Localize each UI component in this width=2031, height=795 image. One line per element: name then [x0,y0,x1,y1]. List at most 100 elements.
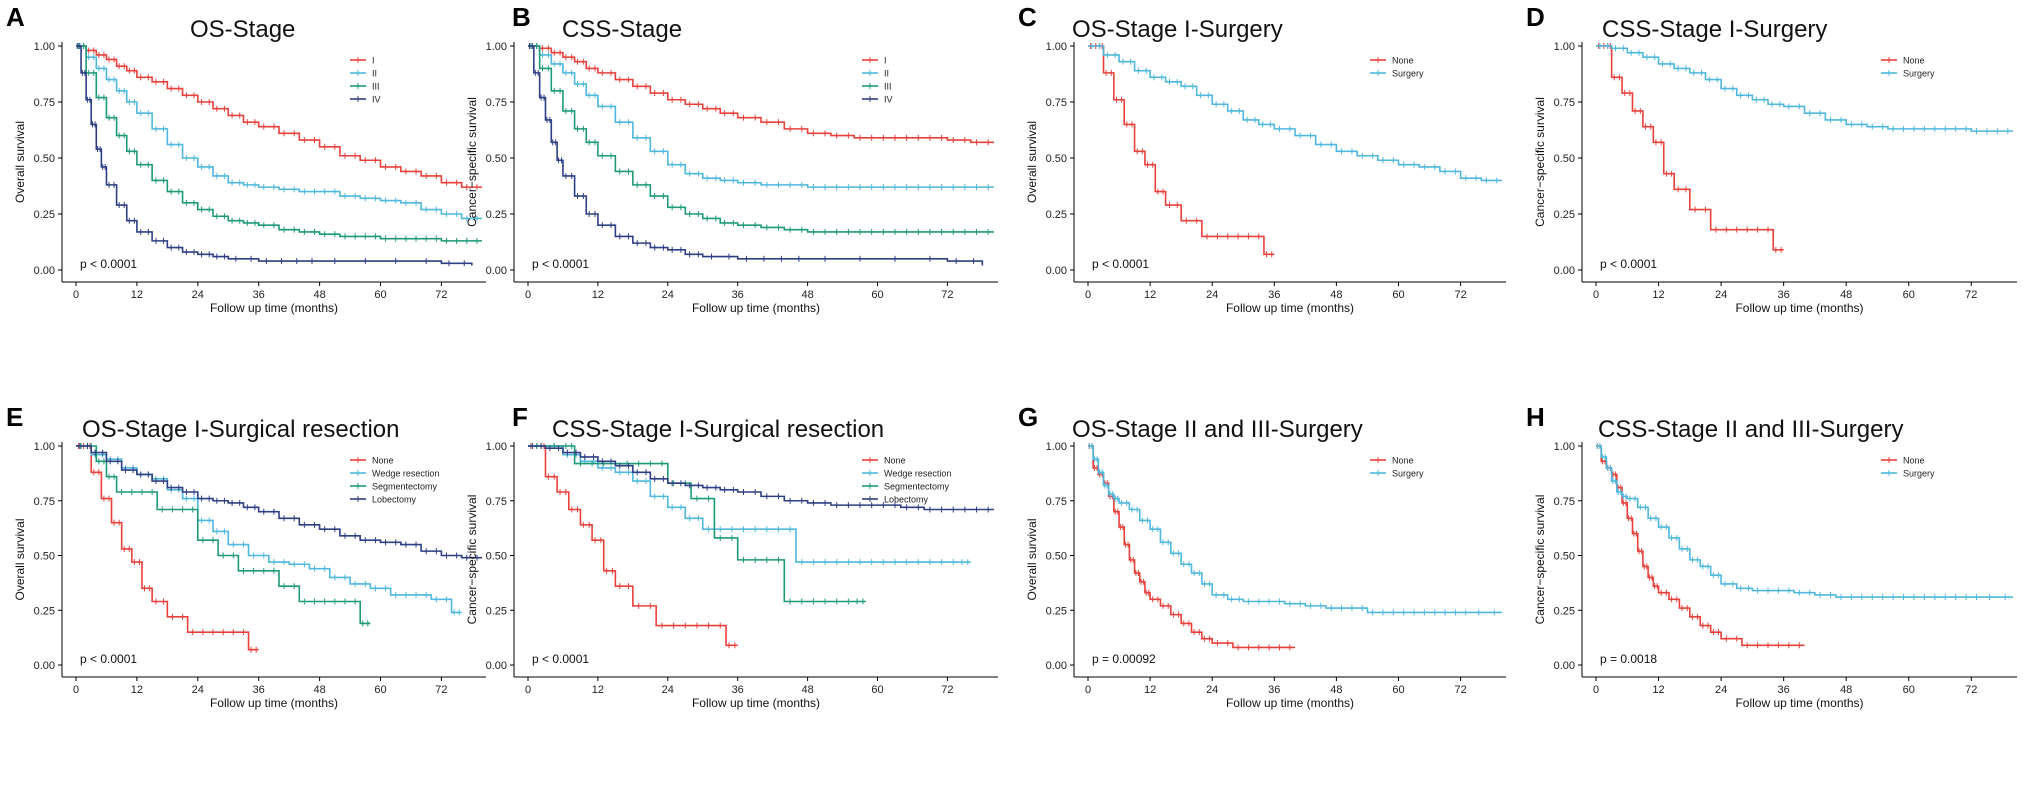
legend-label: Lobectomy [884,495,929,505]
p-value-label: p < 0.0001 [80,257,137,271]
x-tick-label: 24 [1206,289,1218,301]
chart-title: OS-Stage II and III-Surgery [1072,416,1363,443]
x-tick-label: 60 [871,289,883,301]
y-tick-label: 0.50 [1554,551,1575,563]
x-tick-label: 36 [732,289,744,301]
x-tick-label: 48 [801,684,813,696]
p-value-label: p = 0.0018 [1600,652,1657,666]
x-tick-label: 24 [1206,684,1218,696]
plot-svg: 0.00 0.25 0.50 0.75 1.00 0 12 24 36 48 60 72 Follow … [13,41,486,315]
y-axis-label: Overall survival [1025,121,1039,203]
km-curve-surgery [1088,445,1502,614]
p-value-label: p < 0.0001 [1600,257,1657,271]
km-curve-iii [76,45,482,242]
y-tick-label: 0.25 [1046,209,1067,221]
x-tick-label: 12 [1652,289,1664,301]
y-tick-label: 0.25 [34,209,55,221]
x-tick-label: 36 [1268,289,1280,301]
x-tick-label: 60 [374,684,386,696]
plot-svg: 0.00 0.25 0.50 0.75 1.00 0 12 24 36 48 60 72 Follow … [1025,441,1506,710]
y-tick-label: 0.50 [1046,153,1067,165]
y-axis-label: Overall survival [13,518,27,600]
x-tick-label: 0 [1085,684,1091,696]
x-axis-label: Follow up time (months) [1226,696,1354,710]
km-curve-iv [76,45,473,266]
legend-label: Lobectomy [372,495,417,505]
y-tick-label: 1.00 [1046,441,1067,453]
panel-letter: D [1526,2,1545,32]
x-tick-label: 72 [1454,289,1466,301]
y-tick-label: 0.00 [486,660,507,672]
x-tick-label: 0 [1085,289,1091,301]
plot-svg: 0.00 0.25 0.50 0.75 1.00 0 12 24 36 48 60 72 Follow … [1533,41,2017,315]
y-axis-label: Overall survival [13,121,27,203]
plot-svg: 0.00 0.25 0.50 0.75 1.00 0 12 24 36 48 60 72 Follow … [465,441,998,710]
plot-svg: 0.00 0.25 0.50 0.75 1.00 0 12 24 36 48 60 72 Follow … [465,41,998,315]
x-tick-label: 60 [1392,289,1404,301]
panel-letter: C [1018,2,1037,32]
x-tick-label: 72 [1965,684,1977,696]
x-tick-label: 12 [592,289,604,301]
x-tick-label: 48 [1840,289,1852,301]
x-tick-label: 60 [871,684,883,696]
p-value-label: p < 0.0001 [1092,257,1149,271]
y-tick-label: 0.25 [486,605,507,617]
y-tick-label: 0.50 [34,551,55,563]
x-tick-label: 0 [73,684,79,696]
km-curve-surgery [1088,45,1502,182]
x-tick-label: 36 [732,684,744,696]
legend-label: III [372,82,380,92]
y-tick-label: 0.50 [1554,153,1575,165]
p-value-label: p = 0.00092 [1092,652,1156,666]
legend-label: Surgery [1903,469,1935,479]
y-tick-label: 1.00 [34,441,55,453]
x-tick-label: 24 [662,289,674,301]
x-tick-label: 48 [1330,289,1342,301]
legend-label: None [1392,56,1414,66]
legend-label: None [372,456,394,466]
y-tick-label: 0.25 [1554,605,1575,617]
y-tick-label: 0.00 [1046,265,1067,277]
x-axis-label: Follow up time (months) [1735,301,1863,315]
x-tick-label: 60 [374,289,386,301]
x-axis-label: Follow up time (months) [210,696,338,710]
x-tick-label: 12 [592,684,604,696]
x-tick-label: 24 [662,684,674,696]
x-tick-label: 72 [1454,684,1466,696]
chart-title: CSS-Stage II and III-Surgery [1598,416,1904,443]
y-tick-label: 0.25 [34,605,55,617]
y-tick-label: 1.00 [1554,441,1575,453]
x-tick-label: 0 [525,684,531,696]
x-tick-label: 48 [313,289,325,301]
chart-title: OS-Stage [190,16,296,43]
p-value-label: p < 0.0001 [532,257,589,271]
legend-label: None [1903,56,1925,66]
x-tick-label: 36 [253,684,265,696]
x-axis-label: Follow up time (months) [1735,696,1863,710]
legend-label: Segmentectomy [884,482,950,492]
km-curve-none [1088,445,1295,649]
x-tick-label: 0 [525,289,531,301]
km-curve-none [1596,45,1784,251]
y-tick-label: 0.00 [34,265,55,277]
km-curve-lobectomy [528,445,994,511]
panel-d: D CSS-Stage I-Surgery 0.00 0.25 0.50 0.75 1.00… [1520,0,2031,400]
legend-label: I [372,56,375,66]
x-tick-label: 72 [435,289,447,301]
panel-letter: E [6,402,24,432]
y-tick-label: 0.75 [34,496,55,508]
km-curve-wedge-resection [528,445,971,563]
y-tick-label: 0.00 [486,265,507,277]
y-tick-label: 0.25 [1046,605,1067,617]
legend-label: II [372,69,377,79]
x-tick-label: 36 [1778,684,1790,696]
x-tick-label: 0 [73,289,79,301]
y-tick-label: 0.75 [34,97,55,109]
km-curve-none [76,445,259,651]
x-tick-label: 48 [313,684,325,696]
km-curve-iii [528,45,994,233]
y-tick-label: 0.75 [486,97,507,109]
x-tick-label: 36 [253,289,265,301]
legend-label: Wedge resection [372,469,439,479]
panel-letter: H [1526,402,1545,432]
